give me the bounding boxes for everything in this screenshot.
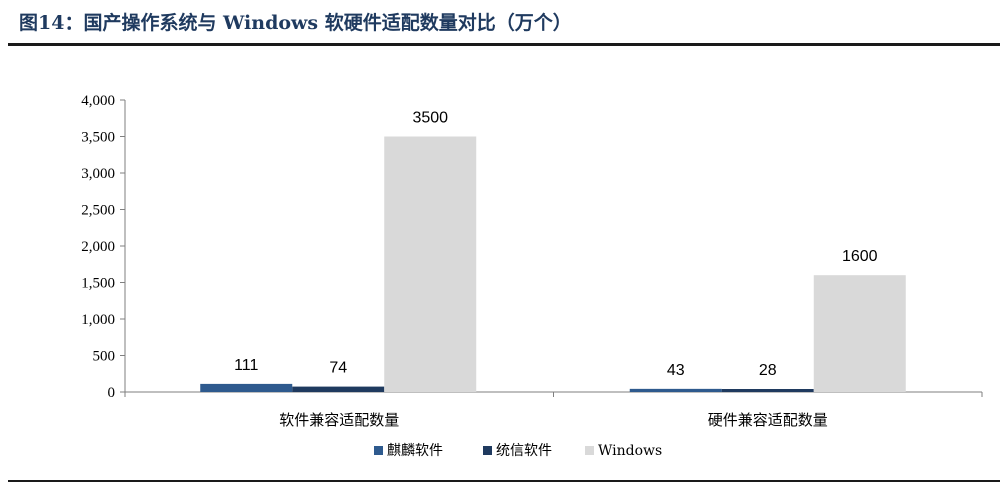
data-label: 1600 — [842, 248, 878, 265]
top-rule — [8, 43, 1000, 46]
bar-Windows-1 — [813, 275, 906, 392]
data-label: 3500 — [412, 110, 448, 127]
legend-swatch — [483, 446, 492, 455]
figure-title: 图14：国产操作系统与 Windows 软硬件适配数量对比（万个） — [19, 12, 572, 34]
y-tick-label: 1,000 — [81, 312, 115, 328]
y-tick-label: 2,500 — [81, 203, 115, 219]
y-tick-label: 3,500 — [81, 130, 115, 146]
legend-swatch — [585, 446, 594, 455]
bar-Windows-0 — [384, 136, 477, 392]
y-tick-label: 0 — [108, 385, 116, 401]
y-tick-label: 2,000 — [81, 239, 115, 255]
data-label: 43 — [667, 362, 685, 379]
y-tick-label: 500 — [93, 349, 116, 365]
data-label: 28 — [759, 362, 777, 379]
bar-统信软件-1 — [721, 389, 814, 392]
bar-麒麟软件-0 — [200, 383, 293, 392]
legend-label: 统信软件 — [496, 443, 552, 459]
data-label: 74 — [329, 360, 347, 377]
x-category-label: 硬件兼容适配数量 — [708, 411, 828, 429]
legend-swatch — [374, 446, 383, 455]
bottom-rule — [8, 480, 1000, 482]
data-label: 111 — [234, 357, 258, 374]
x-category-label: 软件兼容适配数量 — [279, 411, 399, 429]
bar-麒麟软件-1 — [629, 388, 722, 392]
bar-统信软件-0 — [292, 386, 385, 392]
legend-label: 麒麟软件 — [387, 443, 443, 459]
y-tick-label: 3,000 — [81, 166, 115, 182]
y-tick-label: 1,500 — [81, 276, 115, 292]
y-tick-label: 4,000 — [81, 93, 115, 109]
legend-label: Windows — [598, 443, 662, 459]
